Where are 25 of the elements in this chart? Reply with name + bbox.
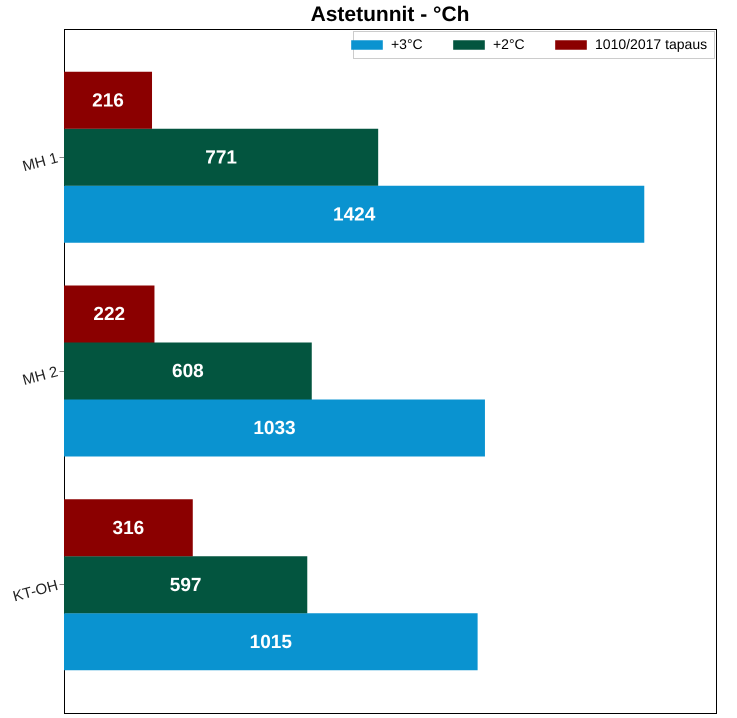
data-label: 771: [205, 147, 238, 168]
data-label: 1015: [250, 632, 292, 653]
bar: [64, 556, 308, 614]
y-tick-label: KT-OH: [11, 577, 60, 606]
y-tick-label: MH 1: [20, 150, 60, 176]
legend-label: 1010/2017 tapaus: [595, 36, 708, 52]
data-label: 222: [93, 304, 126, 325]
chart-title: Astetunnit - °Ch: [310, 3, 470, 26]
bar: [64, 400, 485, 456]
data-label: 597: [170, 574, 202, 596]
bar: [64, 186, 644, 243]
data-label: 1424: [333, 204, 376, 226]
data-label: 1033: [253, 418, 296, 439]
bar: [64, 342, 312, 400]
bar: [64, 499, 193, 556]
legend-label: +2°C: [493, 36, 525, 52]
y-tick-label: MH 2: [20, 363, 60, 389]
legend-label: +3°C: [391, 36, 423, 52]
bar: [64, 128, 378, 186]
data-label: 316: [112, 518, 144, 539]
data-label: 216: [92, 90, 124, 112]
bar: [64, 286, 154, 342]
bar: [64, 613, 478, 670]
data-label: 608: [172, 361, 204, 382]
bar: [64, 72, 152, 129]
